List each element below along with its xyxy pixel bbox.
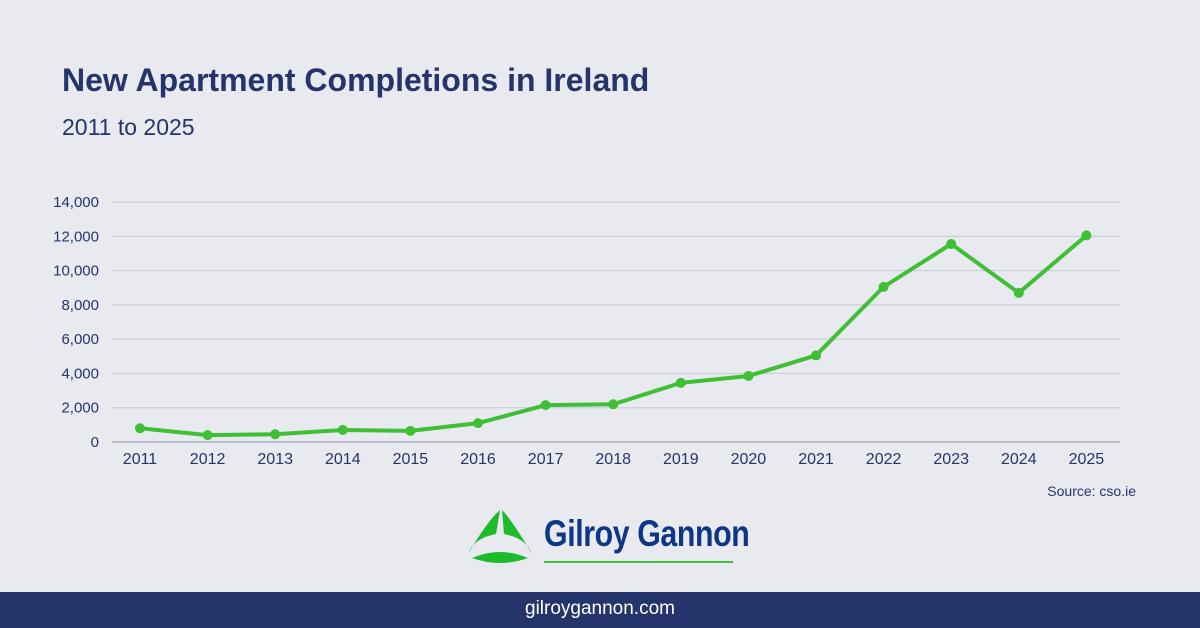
x-tick-label: 2023: [933, 451, 969, 468]
x-tick-label: 2014: [325, 451, 361, 468]
data-point: [946, 239, 957, 249]
data-point: [1081, 230, 1092, 241]
x-tick-label: 2012: [190, 451, 226, 468]
y-tick-label: 10,000: [53, 263, 99, 280]
brand-underline: [544, 561, 733, 563]
x-tick-label: 2013: [257, 451, 293, 468]
x-tick-label: 2017: [528, 451, 564, 468]
data-point: [811, 350, 821, 361]
x-tick-label: 2011: [123, 451, 158, 468]
data-point: [540, 400, 551, 411]
chart-subtitle: 2011 to 2025: [62, 114, 195, 140]
data-point: [270, 429, 281, 440]
x-tick-label: 2022: [866, 451, 902, 468]
x-tick-label: 2020: [731, 451, 767, 468]
y-tick-label: 4,000: [61, 365, 99, 382]
x-tick-label: 2021: [798, 451, 834, 468]
footer-website[interactable]: gilroygannon.com: [0, 592, 1200, 628]
x-tick-label: 2024: [1001, 451, 1037, 468]
data-point: [337, 425, 348, 435]
x-tick-label: 2019: [663, 451, 699, 468]
chart-title: New Apartment Completions in Ireland: [62, 62, 650, 98]
y-tick-label: 8,000: [61, 297, 99, 314]
y-tick-label: 12,000: [53, 228, 99, 245]
line-chart: 0 2,000 4,000 6,000 8,000 10,000 12,000 14,000 2…: [53, 194, 1120, 468]
y-tick-label: 0: [91, 434, 99, 451]
y-tick-label: 14,000: [53, 194, 99, 211]
source-note: Source: cso.ie: [1047, 483, 1136, 499]
data-point: [405, 425, 416, 436]
data-point: [202, 430, 213, 441]
x-tick-label: 2018: [595, 451, 631, 468]
x-tick-label: 2025: [1069, 451, 1105, 468]
y-tick-label: 2,000: [61, 400, 99, 417]
x-tick-label: 2016: [460, 451, 496, 468]
x-tick-label: 2015: [393, 451, 429, 468]
data-point: [878, 281, 889, 292]
gilroy-gannon-logo-icon: [468, 510, 532, 563]
brand-name: Gilroy Gannon: [544, 513, 750, 554]
data-point: [743, 371, 754, 381]
data-point: [135, 423, 145, 434]
data-point: [608, 399, 619, 410]
data-point: [1013, 287, 1024, 298]
data-point: [473, 418, 483, 429]
y-tick-label: 6,000: [61, 331, 99, 348]
data-point: [675, 377, 686, 388]
